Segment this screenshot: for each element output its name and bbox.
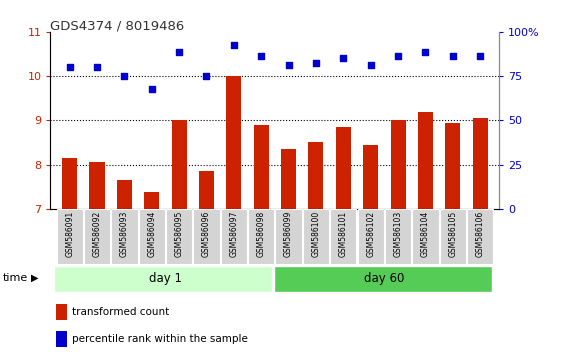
Bar	[139, 209, 165, 264]
Point	[120, 73, 129, 79]
Bar	[390, 120, 406, 209]
Bar	[309, 143, 324, 209]
Bar	[90, 162, 104, 209]
Text: ▶: ▶	[31, 273, 38, 283]
Point	[284, 62, 293, 68]
Text: GSM586091: GSM586091	[65, 211, 74, 257]
Text: GSM586102: GSM586102	[366, 211, 375, 257]
Bar	[385, 209, 411, 264]
Bar	[57, 209, 83, 264]
Point	[93, 64, 102, 70]
Bar	[418, 112, 433, 209]
Bar	[274, 266, 491, 292]
Text: GSM586104: GSM586104	[421, 211, 430, 257]
Text: percentile rank within the sample: percentile rank within the sample	[72, 334, 248, 344]
Text: day 1: day 1	[149, 272, 182, 285]
Bar	[54, 266, 272, 292]
Text: GSM586093: GSM586093	[120, 211, 129, 257]
Bar	[336, 127, 351, 209]
Bar	[56, 331, 67, 347]
Text: GSM586094: GSM586094	[147, 211, 157, 257]
Bar	[84, 209, 110, 264]
Bar	[111, 209, 137, 264]
Text: GSM586100: GSM586100	[311, 211, 320, 257]
Text: time: time	[3, 273, 28, 283]
Bar	[194, 209, 219, 264]
Text: GSM586103: GSM586103	[393, 211, 403, 257]
Bar	[467, 209, 493, 264]
Point	[174, 49, 183, 55]
Text: GSM586106: GSM586106	[476, 211, 485, 257]
Point	[394, 53, 403, 59]
Bar	[440, 209, 466, 264]
Text: day 60: day 60	[364, 272, 404, 285]
Text: transformed count: transformed count	[72, 307, 169, 317]
Bar	[62, 158, 77, 209]
Point	[229, 42, 238, 48]
Point	[448, 53, 457, 59]
Bar	[254, 125, 269, 209]
Point	[311, 60, 320, 66]
Point	[421, 49, 430, 55]
Point	[202, 73, 211, 79]
Text: GDS4374 / 8019486: GDS4374 / 8019486	[50, 19, 185, 33]
Text: GSM586098: GSM586098	[257, 211, 266, 257]
Text: GSM586092: GSM586092	[93, 211, 102, 257]
Bar	[275, 209, 302, 264]
Bar	[281, 149, 296, 209]
Point	[65, 64, 74, 70]
Text: GSM586099: GSM586099	[284, 211, 293, 257]
Bar	[472, 118, 488, 209]
Bar	[56, 304, 67, 320]
Bar	[363, 145, 378, 209]
Text: GSM586095: GSM586095	[174, 211, 183, 257]
Bar	[166, 209, 192, 264]
Point	[147, 87, 156, 92]
Point	[339, 56, 348, 61]
Bar	[248, 209, 274, 264]
Text: GSM586101: GSM586101	[339, 211, 348, 257]
Bar	[303, 209, 329, 264]
Bar	[144, 192, 159, 209]
Point	[366, 62, 375, 68]
Bar	[117, 180, 132, 209]
Text: GSM586105: GSM586105	[448, 211, 457, 257]
Bar	[445, 122, 460, 209]
Bar	[226, 76, 241, 209]
Bar	[412, 209, 439, 264]
Point	[476, 53, 485, 59]
Bar	[199, 171, 214, 209]
Bar	[330, 209, 356, 264]
Text: GSM586096: GSM586096	[202, 211, 211, 257]
Bar	[357, 209, 384, 264]
Point	[257, 53, 266, 59]
Text: GSM586097: GSM586097	[229, 211, 238, 257]
Bar	[172, 120, 187, 209]
Bar	[220, 209, 247, 264]
